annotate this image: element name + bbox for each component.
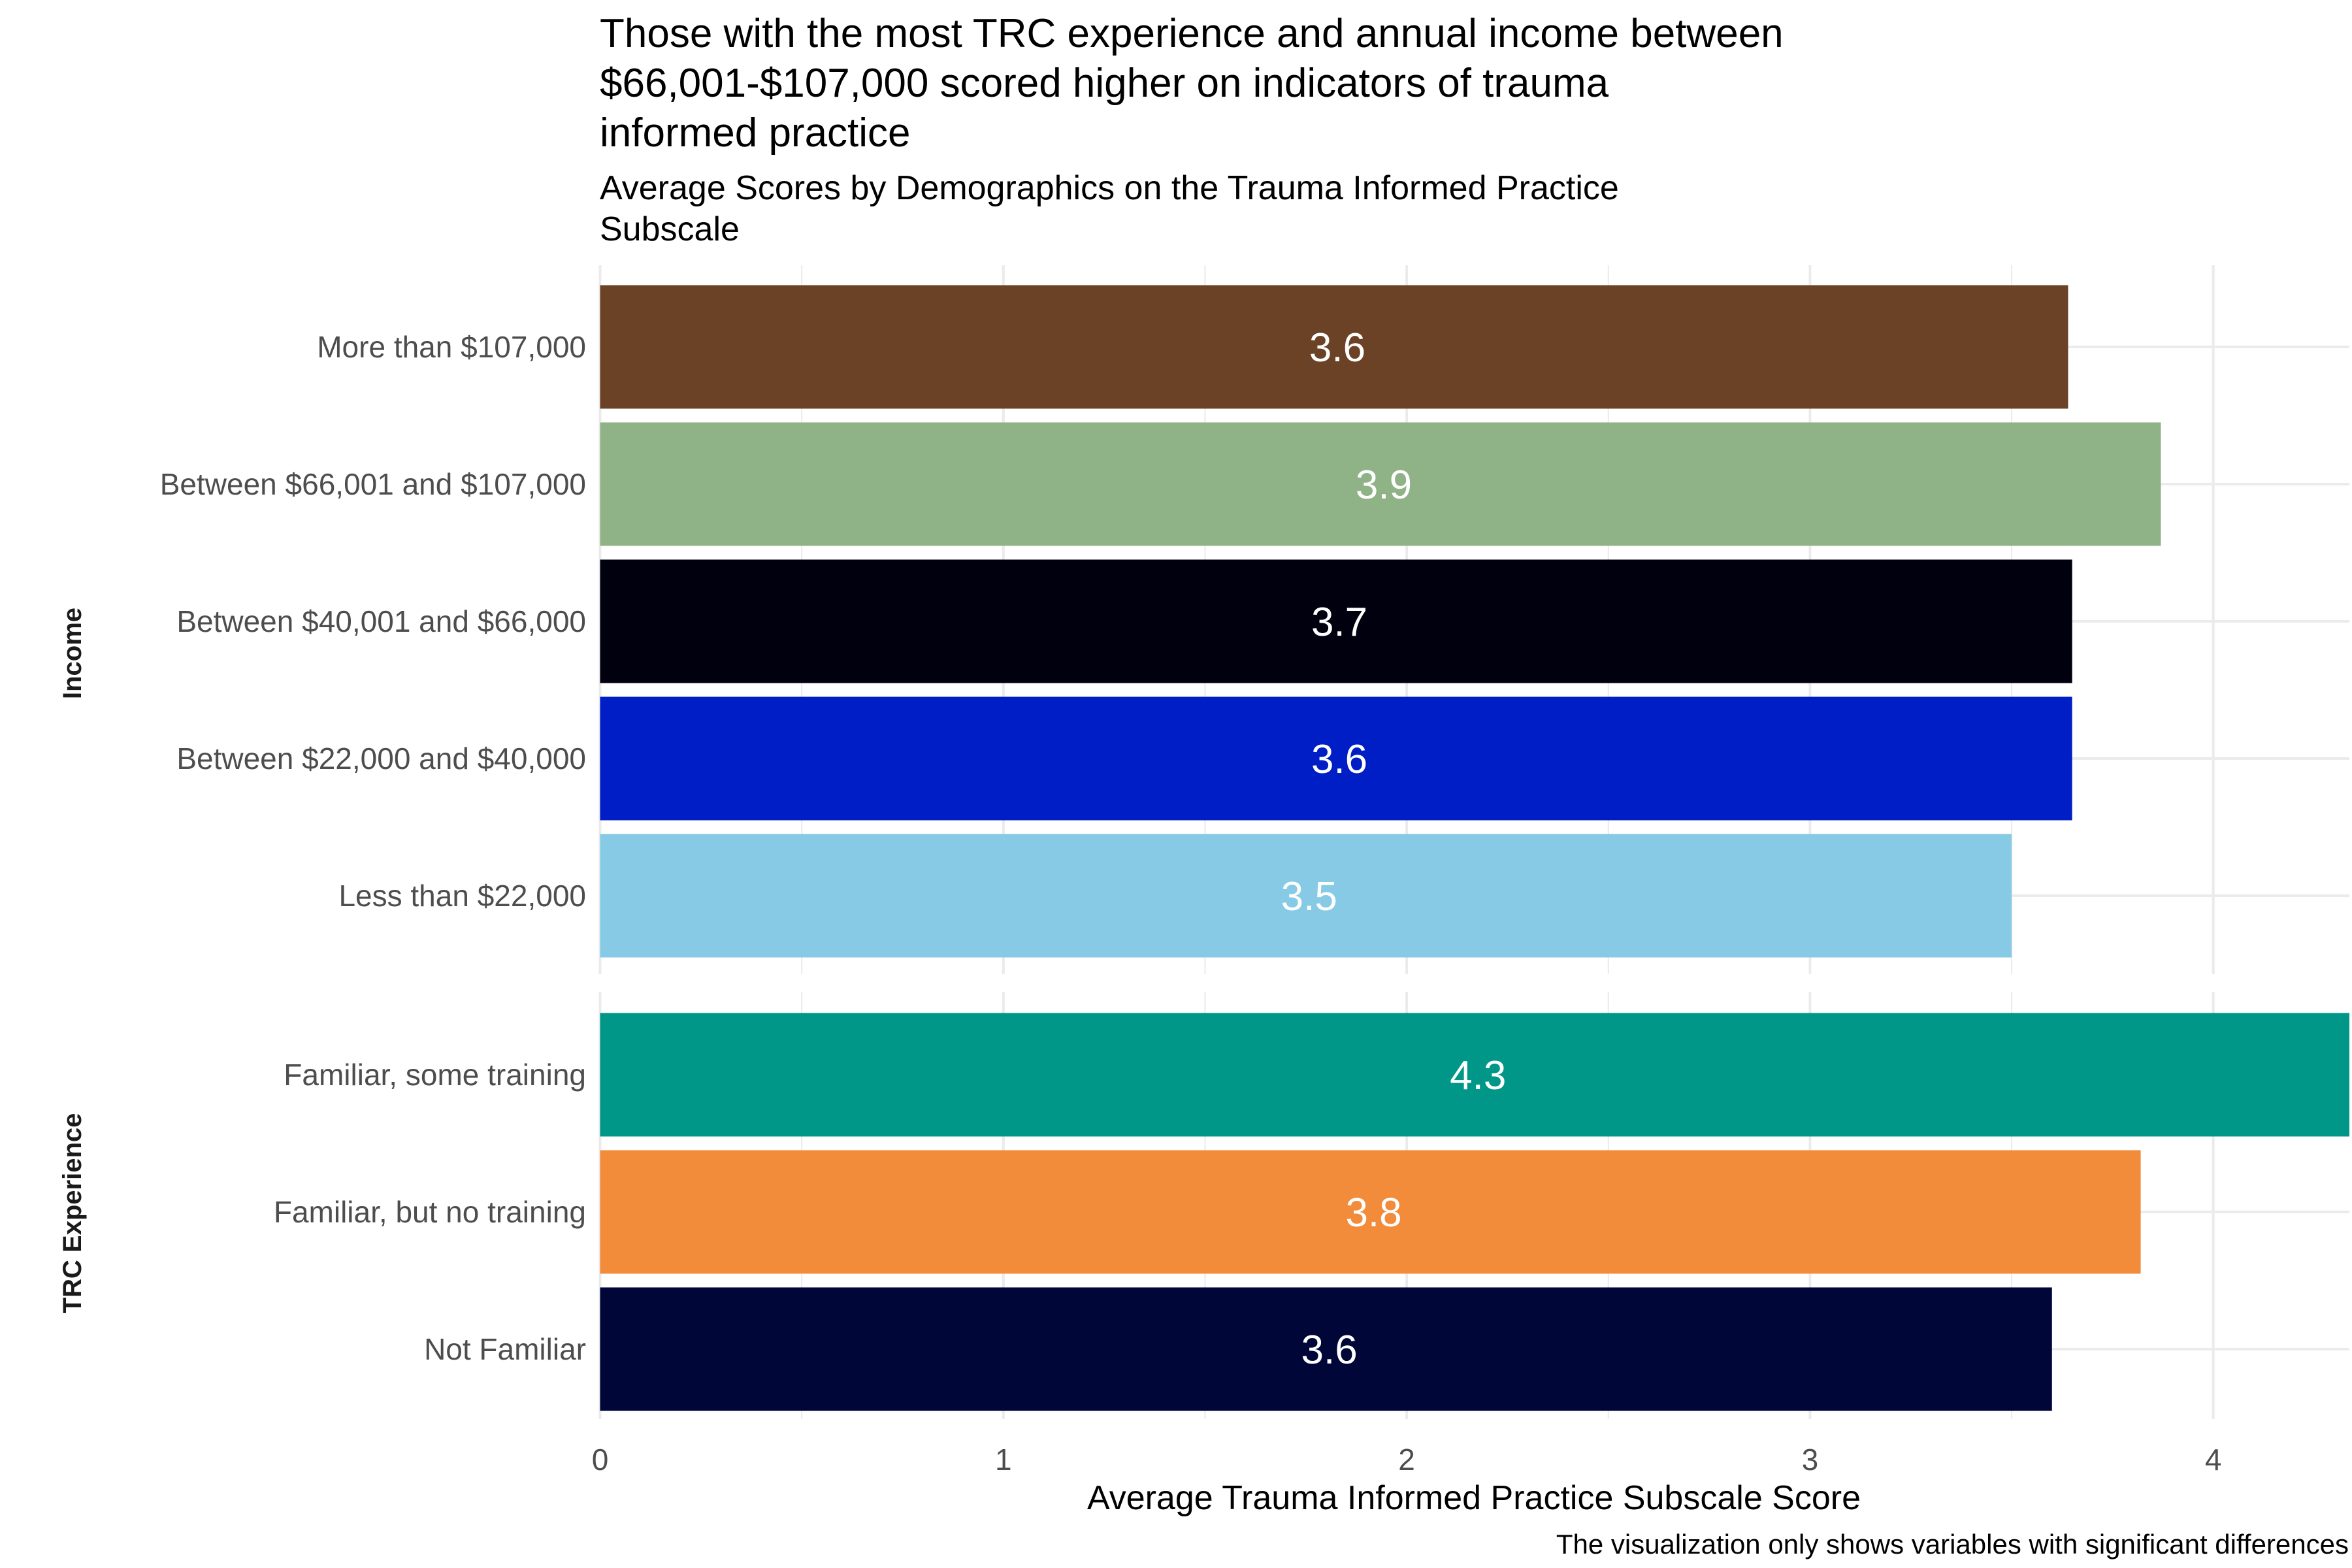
y-tick-label: Familiar, but no training	[274, 1195, 586, 1229]
title-line: $66,001-$107,000 scored higher on indica…	[600, 61, 1609, 106]
title-line: Those with the most TRC experience and a…	[600, 11, 1784, 56]
title: Those with the most TRC experience and a…	[600, 11, 1784, 155]
x-tick-label: 2	[1398, 1443, 1415, 1477]
data-label: 3.5	[1281, 874, 1337, 919]
y-tick-label: Not Familiar	[424, 1332, 586, 1366]
subtitle-line: Subscale	[600, 210, 740, 248]
data-label: 3.6	[1309, 325, 1365, 370]
data-label: 3.6	[1311, 737, 1367, 782]
bar	[600, 696, 2072, 821]
data-label: 3.7	[1311, 600, 1367, 645]
plot-panels: Income 3.6 More than $107,000 3.9 Between $6…	[58, 265, 2349, 1419]
facet-strip-label: Income	[58, 608, 87, 699]
caption: The visualization only shows variables w…	[1556, 1529, 2349, 1560]
bar	[600, 559, 2072, 683]
facet-strip-label: TRC Experience	[58, 1113, 87, 1314]
bar	[600, 1287, 2052, 1411]
y-tick-label: Between $22,000 and $40,000	[176, 742, 586, 776]
x-axis-label: Average Trauma Informed Practice Subscal…	[1087, 1479, 1861, 1517]
y-tick-label: Less than $22,000	[338, 879, 586, 913]
bar	[600, 285, 2068, 409]
x-axis: 0 1 2 3 4	[592, 1443, 2222, 1477]
bar	[600, 1150, 2141, 1274]
data-label: 3.6	[1301, 1328, 1358, 1373]
data-label: 3.9	[1356, 463, 1412, 508]
bar	[600, 422, 2161, 546]
subtitle: Average Scores by Demographics on the Tr…	[600, 169, 1619, 248]
subtitle-line: Average Scores by Demographics on the Tr…	[600, 169, 1619, 207]
y-tick-label: Between $40,001 and $66,000	[176, 604, 586, 638]
x-tick-label: 0	[592, 1443, 609, 1477]
bar	[600, 834, 2012, 958]
y-tick-label: More than $107,000	[317, 330, 586, 364]
x-tick-label: 4	[2205, 1443, 2222, 1477]
panel-income: Income 3.6 More than $107,000 3.9 Between $6…	[58, 265, 2349, 974]
y-tick-label: Familiar, some training	[284, 1058, 586, 1092]
x-tick-label: 3	[1802, 1443, 1819, 1477]
x-tick-label: 1	[995, 1443, 1012, 1477]
bar	[600, 1013, 2349, 1137]
panel-trc-experience: TRC Experience 4.3 Familiar, some training…	[58, 992, 2349, 1419]
y-tick-label: Between $66,001 and $107,000	[160, 467, 586, 501]
data-label: 3.8	[1345, 1190, 1401, 1235]
data-label: 4.3	[1450, 1053, 1506, 1098]
title-line: informed practice	[600, 110, 911, 155]
